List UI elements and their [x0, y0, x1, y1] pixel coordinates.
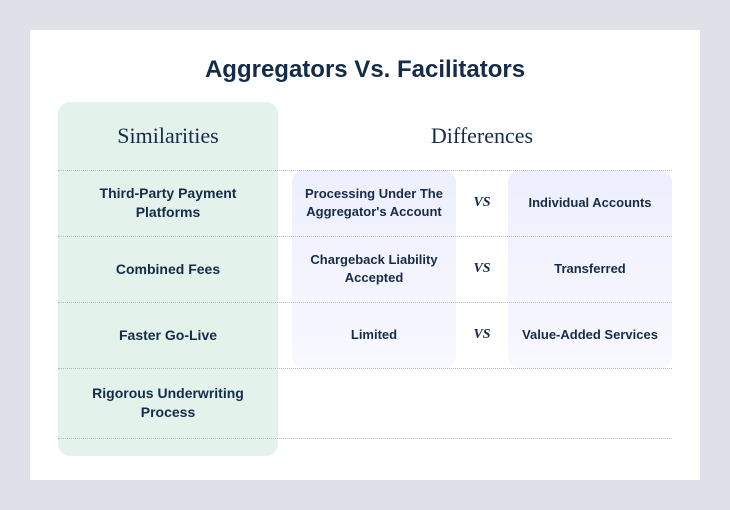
similarity-item: Combined Fees: [58, 236, 278, 302]
diff-right-item: Value-Added Services: [508, 302, 672, 368]
similarities-column: Similarities Third-Party Payment Platfor…: [58, 102, 278, 456]
columns-wrapper: Similarities Third-Party Payment Platfor…: [58, 102, 672, 456]
diff-left-item: Chargeback Liability Accepted: [292, 236, 456, 302]
differences-column: Differences Processing Under The Aggrega…: [292, 102, 672, 456]
vs-label: VS: [456, 170, 508, 236]
similarity-item: Rigorous Underwriting Process: [58, 368, 278, 438]
differences-left-column: Processing Under The Aggregator's Accoun…: [292, 170, 456, 368]
differences-vs-column: VS VS VS: [456, 170, 508, 368]
diff-right-item: Transferred: [508, 236, 672, 302]
similarity-item: Third-Party Payment Platforms: [58, 170, 278, 236]
diff-left-item: Processing Under The Aggregator's Accoun…: [292, 170, 456, 236]
main-title: Aggregators Vs. Facilitators: [58, 56, 672, 84]
differences-right-column: Individual Accounts Transferred Value-Ad…: [508, 170, 672, 368]
diff-left-item: Limited: [292, 302, 456, 368]
differences-header: Differences: [431, 123, 533, 149]
similarities-rows: Third-Party Payment Platforms Combined F…: [58, 170, 278, 438]
differences-header-row: Differences: [292, 102, 672, 170]
diff-right-item: Individual Accounts: [508, 170, 672, 236]
page-background: Aggregators Vs. Facilitators Similaritie…: [0, 0, 730, 510]
similarity-item: Faster Go-Live: [58, 302, 278, 368]
similarities-header: Similarities: [58, 102, 278, 170]
differences-body: Processing Under The Aggregator's Accoun…: [292, 170, 672, 368]
vs-label: VS: [456, 236, 508, 302]
vs-label: VS: [456, 302, 508, 368]
comparison-card: Aggregators Vs. Facilitators Similaritie…: [30, 30, 700, 480]
